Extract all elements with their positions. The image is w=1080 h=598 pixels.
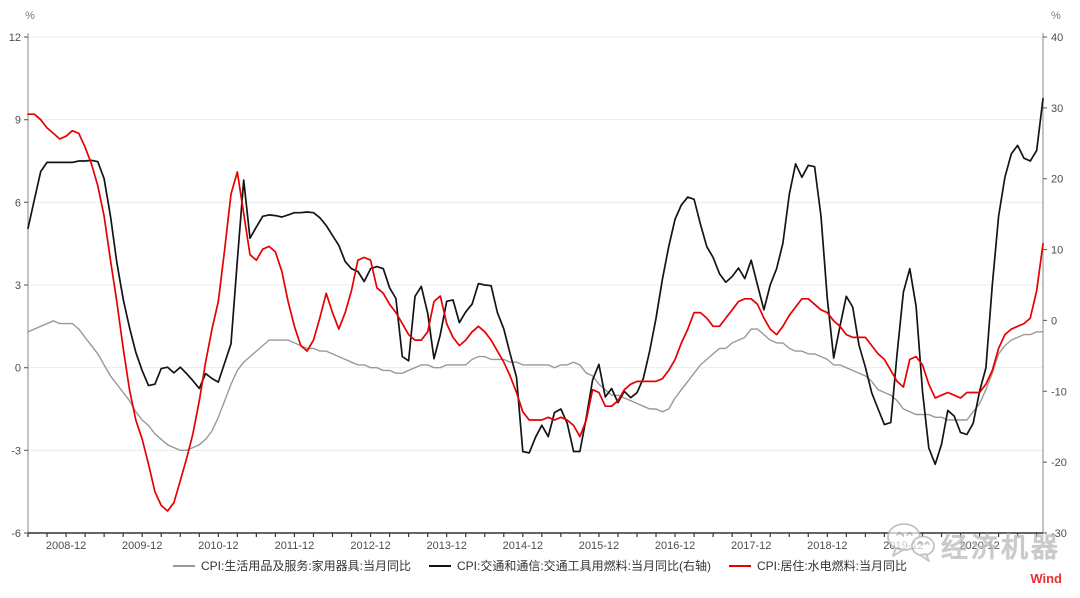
x-axis-tick-label: 2008-12 xyxy=(46,540,86,552)
legend-item-vehicle-fuel: CPI:交通和通信:交通工具用燃料:当月同比(右轴) xyxy=(429,557,711,574)
series-household-articles xyxy=(27,320,1044,451)
left-axis-tick-label: -3 xyxy=(11,445,21,457)
legend-item-water-electricity-fuel: CPI:居住:水电燃料:当月同比 xyxy=(729,557,907,574)
x-axis-tick-label: 2012-12 xyxy=(350,540,390,552)
x-axis-tick-label: 2015-12 xyxy=(579,540,619,552)
x-axis: 2008-12 2009-12 2010-12 2011-12 2012-12 2013-… xyxy=(27,532,1043,552)
x-axis-tick-label: 2010-12 xyxy=(198,540,238,552)
legend-label: CPI:居住:水电燃料:当月同比 xyxy=(757,559,908,573)
x-axis-tick-label: 2020-12 xyxy=(959,540,999,552)
series-water-electricity-fuel xyxy=(27,113,1044,512)
right-axis-tick-label: 20 xyxy=(1051,174,1063,186)
right-axis-tick-label: -30 xyxy=(1051,528,1067,540)
right-axis-tick-label: 40 xyxy=(1051,32,1063,44)
x-axis-tick-label: 2013-12 xyxy=(427,540,467,552)
left-axis-tick-label: 3 xyxy=(15,280,21,292)
x-axis-tick-label: 2009-12 xyxy=(122,540,162,552)
legend: CPI:生活用品及服务:家用器具:当月同比 CPI:交通和通信:交通工具用燃料:… xyxy=(0,557,1080,574)
left-axis-tick-label: -6 xyxy=(11,528,21,540)
red-line-swatch xyxy=(729,564,751,567)
legend-label: CPI:交通和通信:交通工具用燃料:当月同比(右轴) xyxy=(457,559,711,573)
y-axis-left: 12 9 6 3 0 -3 -6% xyxy=(9,10,35,540)
series-vehicle-fuel xyxy=(27,97,1044,466)
x-axis-tick-label: 2019-12 xyxy=(883,540,923,552)
right-axis-tick-label: -20 xyxy=(1051,457,1067,469)
left-axis-tick-label: 12 xyxy=(9,32,21,44)
legend-label: CPI:生活用品及服务:家用器具:当月同比 xyxy=(200,559,411,573)
legend-item-household-articles: CPI:生活用品及服务:家用器具:当月同比 xyxy=(172,557,411,574)
gridlines xyxy=(28,36,1043,451)
left-axis-tick-label: 0 xyxy=(15,363,21,375)
right-axis-tick-label: 10 xyxy=(1051,245,1063,257)
left-axis-unit: % xyxy=(25,10,35,22)
x-axis-tick-label: 2011-12 xyxy=(275,540,315,552)
right-axis-unit: % xyxy=(1051,10,1061,22)
right-axis-tick-label: 0 xyxy=(1051,315,1057,327)
black-line-swatch xyxy=(429,564,451,567)
x-axis-tick-label: 2018-12 xyxy=(807,540,847,552)
right-axis-tick-label: 30 xyxy=(1051,103,1063,115)
wind-brand-label: Wind xyxy=(1030,571,1062,586)
right-axis-tick-label: -10 xyxy=(1051,386,1067,398)
gray-line-swatch xyxy=(172,564,195,567)
x-axis-tick-label: 2017-12 xyxy=(731,540,771,552)
x-axis-tick-label: 2014-12 xyxy=(503,540,543,552)
left-axis-tick-label: 9 xyxy=(15,115,21,127)
x-axis-tick-label: 2016-12 xyxy=(655,540,695,552)
y-axis-right: 40 30 20 10 0 -10 -20 -30% xyxy=(1042,10,1067,540)
left-axis-tick-label: 6 xyxy=(15,197,21,209)
